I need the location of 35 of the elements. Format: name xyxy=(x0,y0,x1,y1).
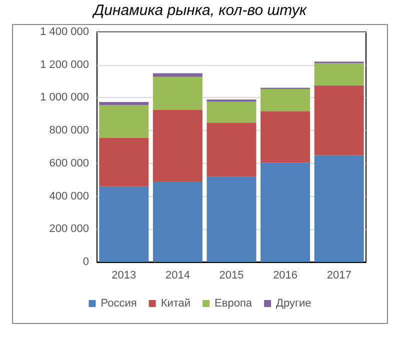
y-tick-label: 1 200 000 xyxy=(40,58,89,71)
x-tick-label: 2013 xyxy=(112,270,136,282)
bar xyxy=(260,89,310,112)
bar xyxy=(152,182,202,262)
bar xyxy=(314,63,364,86)
x-tick-label: 2016 xyxy=(273,270,298,282)
bar xyxy=(314,155,364,262)
y-tick-label: 1 000 000 xyxy=(40,92,89,104)
y-tick-label: 400 000 xyxy=(49,190,89,202)
x-tick-label: 2017 xyxy=(326,270,352,282)
legend-label: Другие xyxy=(276,298,312,310)
bar xyxy=(152,110,202,182)
bar xyxy=(314,85,364,156)
bar xyxy=(206,176,256,262)
bar xyxy=(152,76,202,110)
legend-label: Китай xyxy=(160,298,191,310)
bar xyxy=(206,122,256,177)
bar xyxy=(99,105,149,138)
legend-label: Европа xyxy=(214,298,253,310)
bar xyxy=(152,73,202,77)
bar xyxy=(99,138,149,186)
legend-label: Россия xyxy=(100,298,137,310)
chart-title: Динамика рынка, кол-во штук xyxy=(91,2,308,19)
bar xyxy=(260,162,310,262)
x-tick-label: 2014 xyxy=(165,270,190,282)
bar xyxy=(99,102,149,106)
y-tick-label: 800 000 xyxy=(49,124,89,137)
x-tick-label: 2015 xyxy=(219,270,244,282)
bar xyxy=(99,186,149,262)
bar xyxy=(206,101,256,123)
y-tick-label: 0 xyxy=(82,256,89,268)
y-tick-label: 200 000 xyxy=(49,223,89,236)
y-tick-label: 1 400 000 xyxy=(40,26,89,38)
y-tick-label: 600 000 xyxy=(49,157,89,170)
bar xyxy=(260,111,310,163)
